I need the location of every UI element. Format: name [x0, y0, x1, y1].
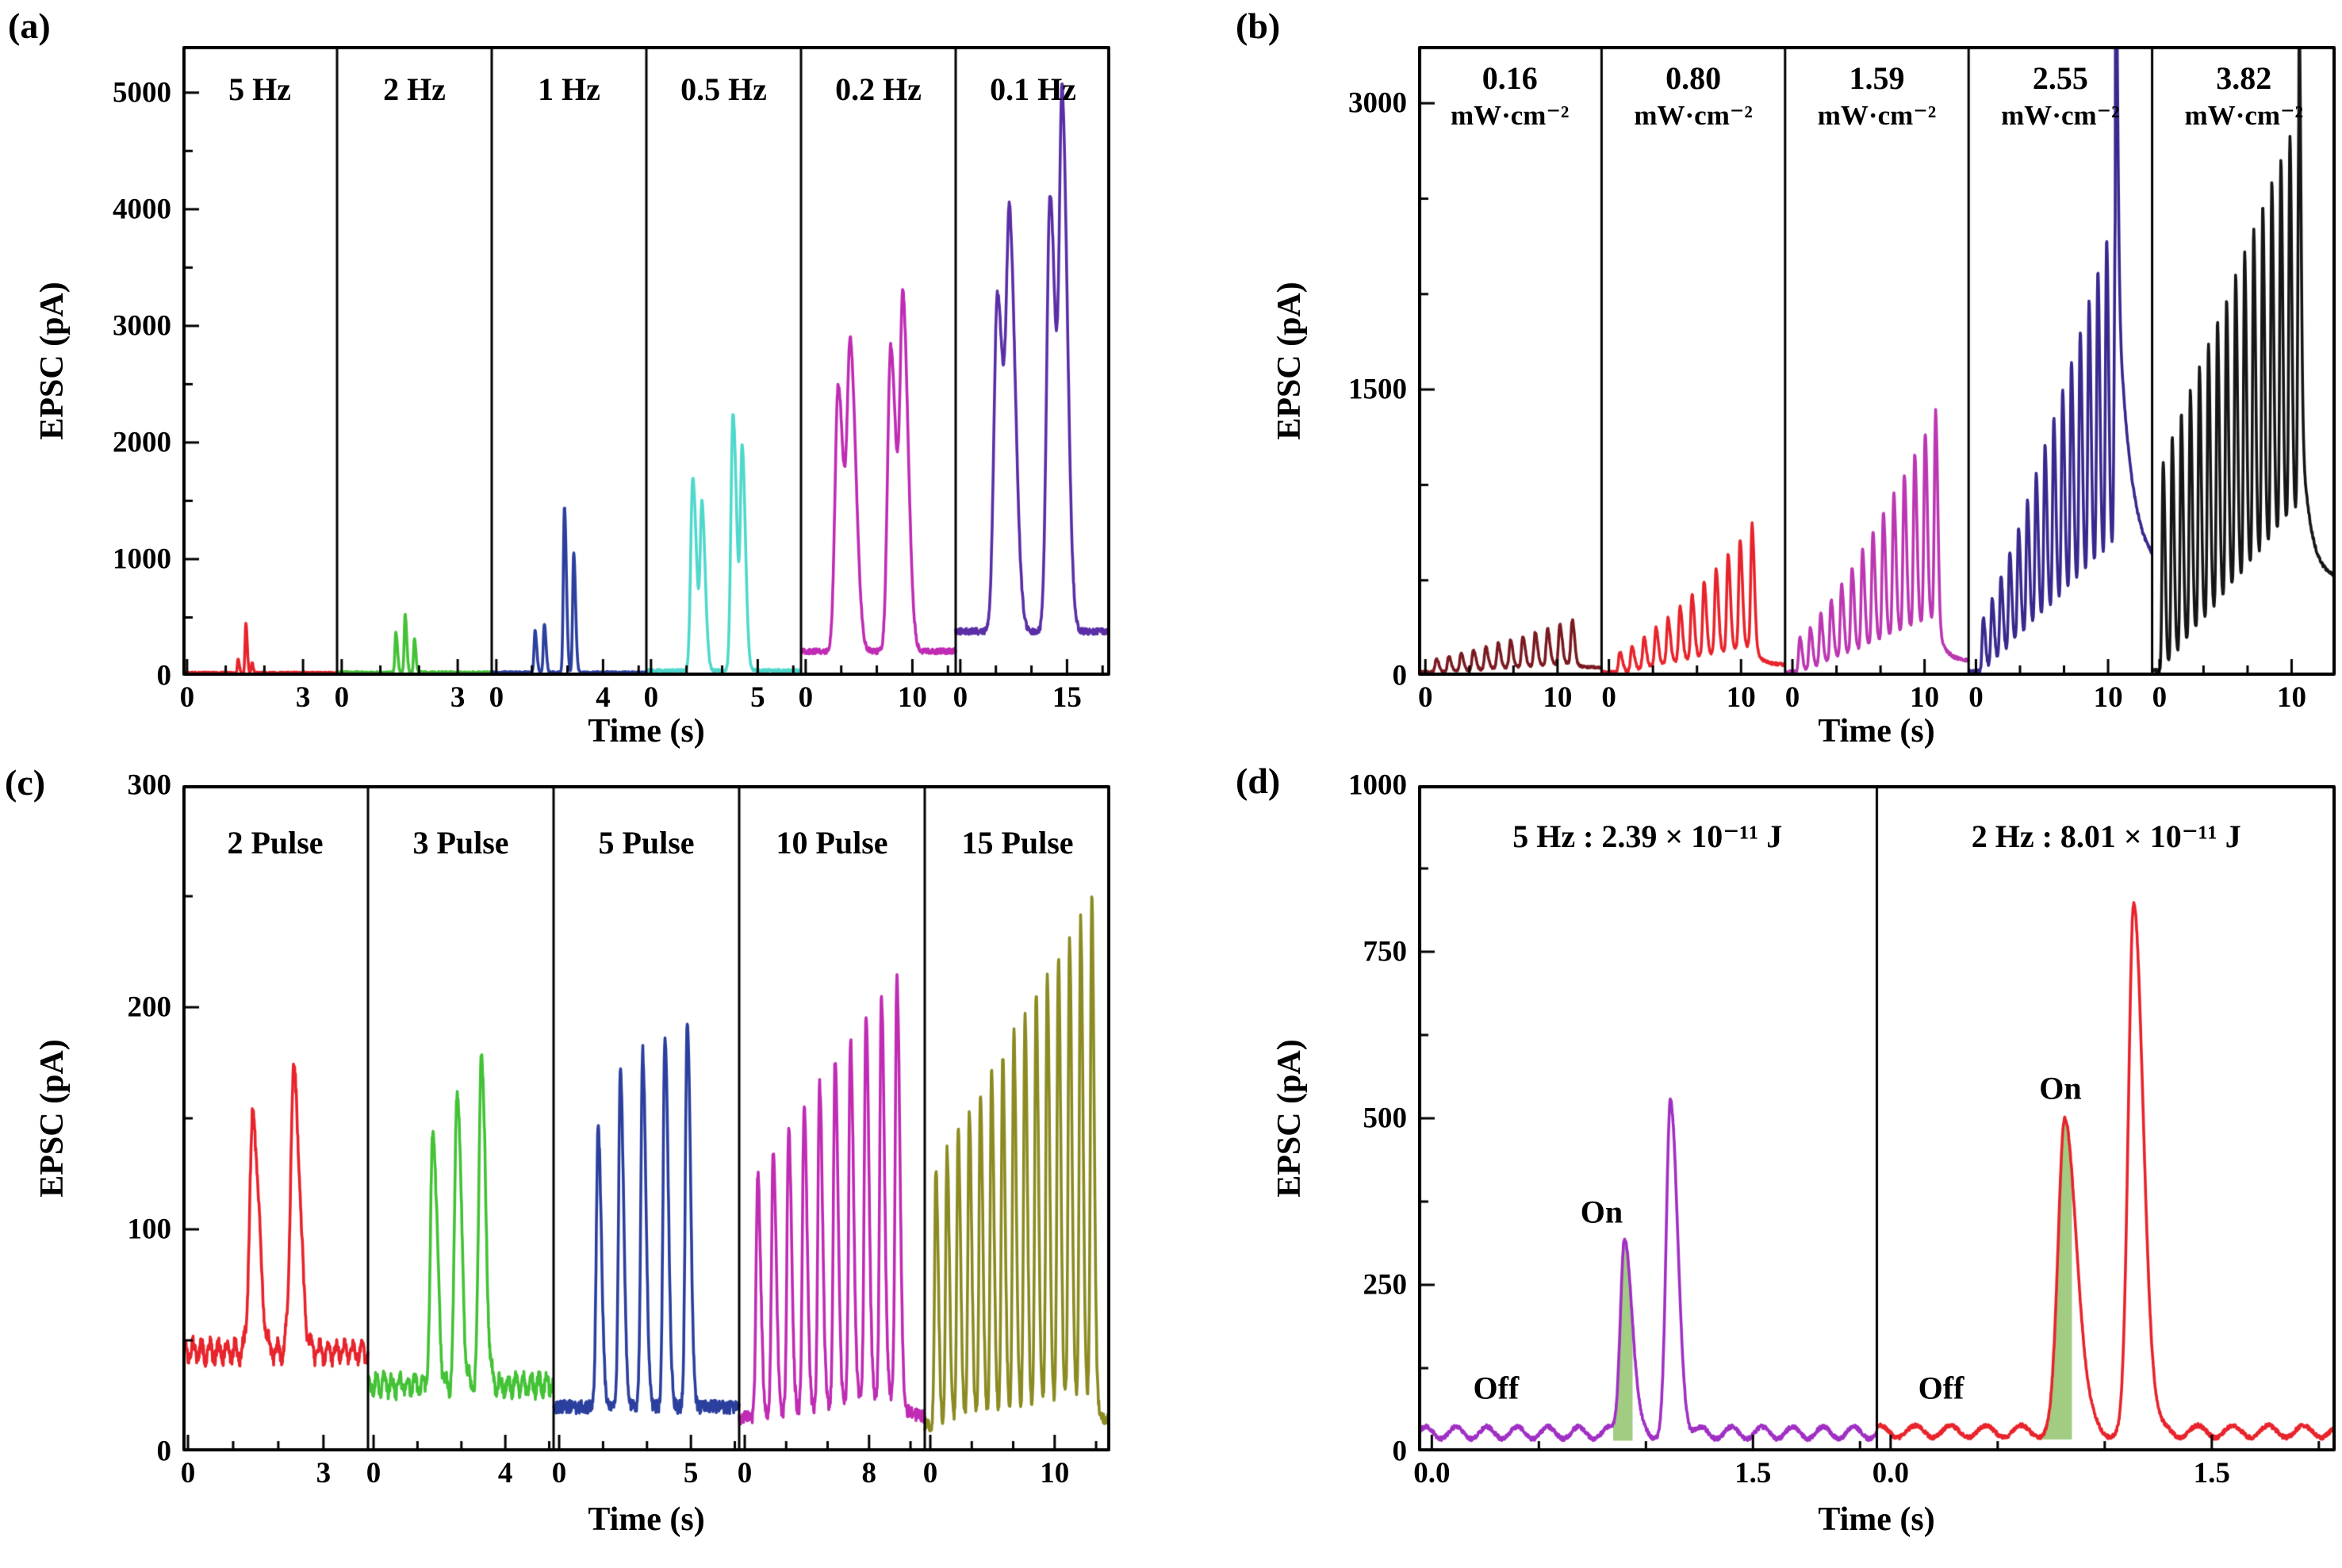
- y-tick-label: 1000: [113, 542, 171, 576]
- panel-a-x-axis-title: Time (s): [588, 713, 705, 749]
- x-tick-label: 0.0: [1413, 1457, 1451, 1489]
- x-tick-label: 0: [366, 1457, 381, 1489]
- y-tick-label: 0: [156, 1435, 172, 1468]
- panel-a-canvas: [182, 46, 1110, 676]
- x-tick-label: 10: [2093, 681, 2123, 714]
- x-tick-label: 1.5: [1734, 1457, 1772, 1489]
- panel-c-plot-area: 0 100 200 300 0 3 2 Pulse 0 4 3 Pulse 0 5 5 Pulse 0 8 1…: [128, 769, 1110, 1489]
- x-tick-label: 8: [861, 1457, 877, 1489]
- panel-a: (a) EPSC (pA) 0 1000 2000 3000 4000 5000 0 3 5 H…: [0, 0, 1174, 753]
- panel-d-label: (d): [1236, 761, 1281, 801]
- y-tick-label: 0: [156, 659, 172, 692]
- panel-b-y-axis-title: EPSC (pA): [1271, 282, 1308, 440]
- panel-b: (b) EPSC (pA) 0 1500 3000 0 10 0.16 mW·cm⁻² 0 10…: [1174, 0, 2342, 753]
- panel-c-y-axis-title: EPSC (pA): [34, 1039, 71, 1198]
- panel-b-canvas: [1418, 46, 2336, 676]
- x-tick-label: 0: [643, 681, 659, 714]
- x-tick-label: 10: [1040, 1457, 1070, 1489]
- x-tick-label: 10: [1726, 681, 1756, 714]
- x-tick-label: 0: [1968, 681, 1984, 714]
- panel-b-x-axis-title: Time (s): [1818, 713, 1935, 749]
- x-tick-label: 10: [1910, 681, 1940, 714]
- x-tick-label: 0.0: [1872, 1457, 1909, 1489]
- y-tick-label: 0: [1392, 1435, 1408, 1468]
- panel-c-canvas: [182, 785, 1110, 1451]
- x-tick-label: 15: [1052, 681, 1082, 714]
- x-tick-label: 0: [179, 681, 195, 714]
- x-tick-label: 0: [2152, 681, 2168, 714]
- x-tick-label: 3: [316, 1457, 332, 1489]
- panel-a-plot-area: 0 1000 2000 3000 4000 5000 0 3 5 Hz 0 3 2 Hz 0 4 1 Hz 0…: [113, 46, 1110, 714]
- panel-d-x-axis-title: Time (s): [1818, 1501, 1935, 1538]
- y-tick-label: 300: [127, 769, 172, 802]
- y-tick-label: 250: [1363, 1268, 1408, 1302]
- x-tick-label: 0: [180, 1457, 196, 1489]
- panel-d: (d) EPSC (pA) 0 250 500 750 1000 0.0 1.5 5 Hz :…: [1174, 753, 2342, 1568]
- y-tick-label: 4000: [113, 193, 171, 226]
- x-tick-label: 0: [953, 681, 968, 714]
- y-tick-label: 1500: [1348, 373, 1407, 406]
- panel-d-y-axis-title: EPSC (pA): [1271, 1039, 1308, 1198]
- x-tick-label: 10: [1543, 681, 1573, 714]
- panel-b-plot-area: 0 1500 3000 0 10 0.16 mW·cm⁻² 0 10 0.80 mW·cm⁻² 0 10…: [1348, 46, 2336, 714]
- x-tick-label: 5: [683, 1457, 699, 1489]
- y-tick-label: 0: [1392, 659, 1408, 692]
- x-tick-label: 0: [798, 681, 814, 714]
- y-tick-label: 3000: [1348, 86, 1407, 120]
- x-tick-label: 5: [750, 681, 765, 714]
- x-tick-label: 10: [2276, 681, 2306, 714]
- x-tick-label: 0: [1601, 681, 1616, 714]
- panel-d-canvas: [1418, 785, 2336, 1451]
- panel-b-label: (b): [1236, 6, 1281, 46]
- x-tick-label: 1.5: [2193, 1457, 2230, 1489]
- x-tick-label: 0: [334, 681, 350, 714]
- x-tick-label: 4: [497, 1457, 513, 1489]
- x-tick-label: 0: [922, 1457, 938, 1489]
- y-tick-label: 750: [1363, 935, 1408, 968]
- panel-c: (c) EPSC (pA) 0 100 200 300 0 3 2 Pulse 0 4 3 Pul…: [0, 753, 1174, 1568]
- x-tick-label: 0: [1418, 681, 1433, 714]
- x-tick-label: 3: [450, 681, 466, 714]
- y-tick-label: 100: [127, 1213, 172, 1246]
- panel-c-x-axis-title: Time (s): [588, 1501, 705, 1538]
- x-tick-label: 10: [897, 681, 927, 714]
- panel-d-plot-area: 0 250 500 750 1000 0.0 1.5 5 Hz : 2.39 × 10⁻¹¹ …: [1348, 769, 2336, 1489]
- y-tick-label: 2000: [113, 426, 171, 459]
- x-tick-label: 0: [1784, 681, 1800, 714]
- y-tick-label: 1000: [1348, 769, 1407, 802]
- y-tick-label: 200: [127, 991, 172, 1024]
- x-tick-label: 3: [295, 681, 311, 714]
- x-tick-label: 0: [551, 1457, 567, 1489]
- y-tick-label: 500: [1363, 1102, 1408, 1135]
- x-tick-label: 0: [489, 681, 504, 714]
- x-tick-label: 4: [596, 681, 611, 714]
- y-tick-label: 3000: [113, 309, 171, 343]
- panel-c-label: (c): [5, 762, 46, 803]
- panel-a-y-axis-title: EPSC (pA): [34, 282, 71, 440]
- panel-a-label: (a): [8, 6, 51, 46]
- x-tick-label: 0: [737, 1457, 753, 1489]
- y-tick-label: 5000: [113, 76, 171, 109]
